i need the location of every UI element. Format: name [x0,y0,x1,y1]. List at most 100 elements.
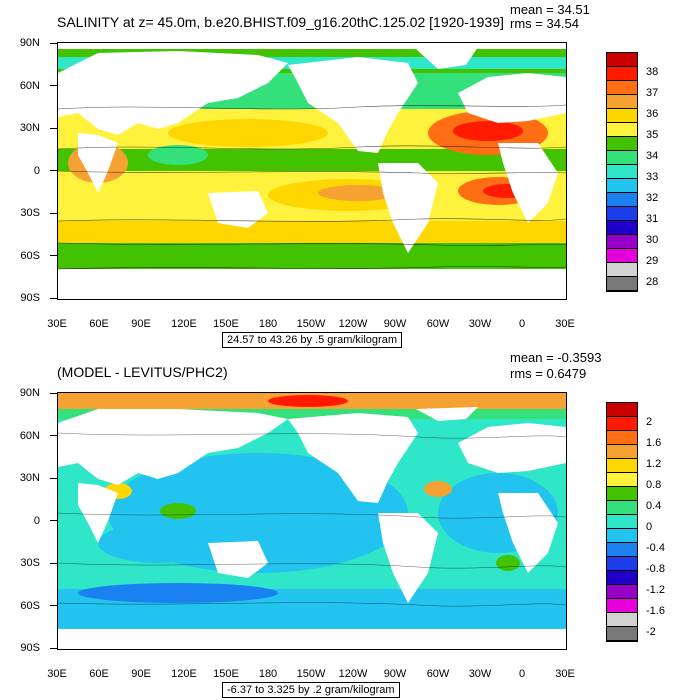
colorbar-box [607,151,637,165]
lon-label: 150W [296,668,326,680]
lon-label: 120E [171,318,197,330]
lat-label: 0 [33,515,40,527]
colorbar-box [607,599,637,613]
mean-value: mean = -0.3593 [510,350,602,365]
lon-label: 60W [426,318,450,330]
lon-label: 0 [518,668,526,680]
difference-map [57,392,567,650]
colorbar-label: 32 [646,192,659,204]
rms-value: rms = 34.54 [510,16,580,31]
lat-label: 60N [19,80,40,92]
colorbar-box [607,403,637,417]
lon-label: 30E [47,318,67,330]
rms-value: rms = 0.6479 [510,366,587,381]
contour-info: 24.57 to 43.26 by .5 gram/kilogram [222,332,402,348]
colorbar-box [607,193,637,207]
colorbar-label: 35 [646,129,659,141]
colorbar-box [607,473,637,487]
lon-label: 90E [131,668,151,680]
colorbar-box [607,179,637,193]
map-title: SALINITY at z= 45.0m, b.e20.BHIST.f09_g1… [57,14,504,30]
colorbar-label: 2 [646,416,653,428]
colorbar-box [607,53,637,67]
lon-label: 30E [555,668,575,680]
lat-label: 30N [19,122,40,134]
colorbar-box [607,515,637,529]
colorbar-label: 1.2 [646,458,662,470]
lon-label: 120E [171,668,197,680]
lat-label: 0 [33,165,40,177]
lon-label: 60E [89,668,109,680]
colorbar-box [607,501,637,515]
colorbar-label: 0 [646,521,653,533]
mean-value: mean = 34.51 [510,2,590,17]
colorbar-box [607,459,637,473]
colorbar [606,52,638,292]
lat-label: 60S [20,250,40,262]
colorbar-box [607,431,637,445]
lon-label: 90E [131,318,151,330]
lon-label: 30E [47,668,67,680]
lat-label: 90N [19,387,40,399]
colorbar-box [607,543,637,557]
colorbar-label: 34 [646,150,659,162]
colorbar-box [607,585,637,599]
lon-label: 90W [383,318,407,330]
colorbar-label: -0.8 [646,563,665,575]
colorbar-label: 0.8 [646,479,662,491]
colorbar-box [607,207,637,221]
colorbar-label: -0.4 [646,542,665,554]
colorbar-label: 30 [646,234,659,246]
colorbar-label: 1.6 [646,437,662,449]
lon-label: 180 [258,318,278,330]
lon-label: 150E [213,318,239,330]
colorbar-box [607,613,637,627]
lon-label: 120W [338,668,368,680]
colorbar-box [607,221,637,235]
colorbar-label: 29 [646,255,659,267]
colorbar-box [607,249,637,263]
colorbar-box [607,123,637,137]
lat-label: 30S [20,207,40,219]
lat-label: 60S [20,600,40,612]
lon-label: 180 [258,668,278,680]
colorbar-label: 33 [646,171,659,183]
colorbar-label: 0.4 [646,500,662,512]
colorbar-box [607,571,637,585]
colorbar-label: -1.6 [646,605,665,617]
contour-info: -6.37 to 3.325 by .2 gram/kilogram [222,682,400,698]
colorbar-label: 38 [646,66,659,78]
lat-label: 60N [19,430,40,442]
salinity-panel: SALINITY at z= 45.0m, b.e20.BHIST.f09_g1… [19,2,659,348]
colorbar-label: 28 [646,276,659,288]
colorbar-box [607,109,637,123]
lon-label: 90W [383,668,407,680]
lat-label: 90S [20,642,40,654]
colorbar-label: 37 [646,87,659,99]
colorbar-label: 36 [646,108,659,120]
lon-label: 30E [555,318,575,330]
colorbar-box [607,557,637,571]
lon-label: 60E [89,318,109,330]
colorbar-box [607,487,637,501]
lon-label: 30W [468,318,492,330]
colorbar-label: 31 [646,213,659,225]
colorbar-box [607,277,637,291]
lat-label: 90N [19,37,40,49]
colorbar-box [607,137,637,151]
colorbar-box [607,529,637,543]
colorbar-box [607,95,637,109]
lon-label: 120W [338,318,368,330]
colorbar-box [607,235,637,249]
colorbar-box [607,417,637,431]
lat-label: 90S [20,292,40,304]
map-title: (MODEL - LEVITUS/PHC2) [57,364,228,380]
lon-label: 60W [426,668,450,680]
colorbar-box [607,165,637,179]
lon-label: 150W [296,318,326,330]
colorbar-box [607,627,637,641]
lat-label: 30N [19,472,40,484]
salinity-map [57,42,567,300]
colorbar-box [607,445,637,459]
colorbar-box [607,67,637,81]
